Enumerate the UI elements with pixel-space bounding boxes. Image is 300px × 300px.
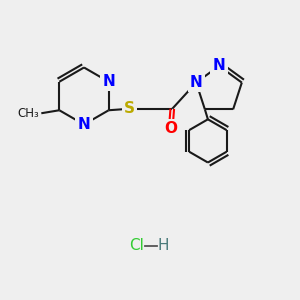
Text: N: N — [190, 75, 203, 90]
Text: H: H — [158, 238, 169, 253]
Text: N: N — [102, 74, 115, 89]
Text: Cl: Cl — [129, 238, 144, 253]
Text: N: N — [78, 117, 90, 132]
Text: S: S — [124, 101, 135, 116]
Text: CH₃: CH₃ — [17, 107, 39, 120]
Text: O: O — [164, 121, 177, 136]
Text: N: N — [213, 58, 225, 74]
